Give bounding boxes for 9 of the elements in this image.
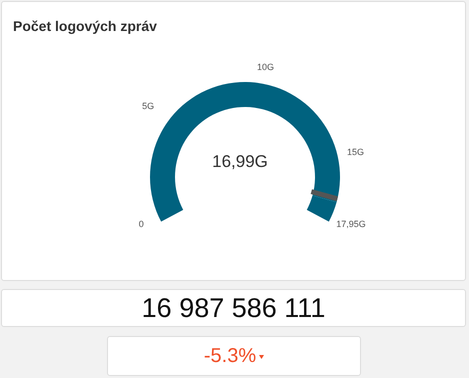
text: 10G	[256, 62, 274, 72]
text: 17,95G	[336, 219, 366, 230]
text: 5G	[142, 100, 154, 111]
text: -5.3%	[204, 345, 256, 367]
chart-title: Počet logových zpráv	[13, 18, 157, 34]
text: 15G	[346, 147, 364, 158]
text: 16,99G	[212, 152, 268, 171]
text: 0	[138, 219, 144, 230]
text: 16 987 586 111	[1, 289, 466, 327]
